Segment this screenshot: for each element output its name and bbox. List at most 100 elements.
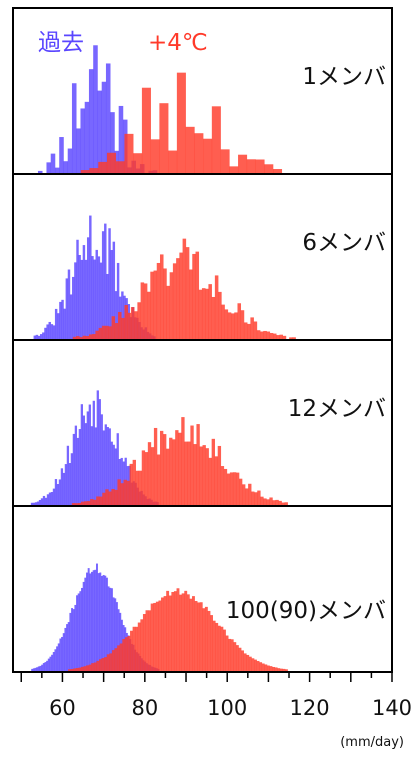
future-bar bbox=[238, 154, 248, 173]
past-bar bbox=[46, 162, 52, 173]
future-bar bbox=[269, 332, 274, 339]
future-bar bbox=[256, 330, 261, 339]
past-bar bbox=[72, 609, 75, 671]
future-bar bbox=[211, 296, 216, 339]
past-bar bbox=[112, 444, 115, 505]
past-bar bbox=[72, 433, 76, 505]
future-bar bbox=[194, 133, 204, 173]
future-bar bbox=[137, 302, 141, 339]
future-bar bbox=[90, 499, 94, 505]
past-bar bbox=[78, 429, 82, 505]
past-bar bbox=[87, 568, 90, 671]
legend-entry-past: 過去 bbox=[38, 30, 84, 56]
x-tick-label: 100 bbox=[207, 696, 247, 720]
future-bar bbox=[122, 639, 126, 671]
future-bar bbox=[246, 654, 250, 671]
past-bar bbox=[40, 498, 44, 505]
future-bar bbox=[256, 661, 260, 671]
future-bar bbox=[119, 643, 123, 671]
future-bar bbox=[73, 668, 77, 671]
past-bar bbox=[104, 575, 107, 671]
past-bar bbox=[76, 595, 79, 671]
future-bar bbox=[141, 87, 151, 173]
future-bar bbox=[108, 326, 112, 339]
future-bar bbox=[215, 622, 219, 671]
future-bar bbox=[272, 666, 275, 671]
future-bar bbox=[145, 610, 149, 671]
past-bar bbox=[84, 577, 87, 671]
future-bar bbox=[204, 606, 208, 671]
panels-group: 1メンバ 6メンバ 12メンバ 100(90)メンバ bbox=[12, 7, 393, 673]
past-bar bbox=[35, 334, 39, 339]
future-bar bbox=[257, 490, 261, 505]
past-bar bbox=[54, 308, 58, 339]
past-bar bbox=[68, 463, 72, 505]
past-bar bbox=[74, 262, 77, 339]
future-bar bbox=[168, 150, 178, 173]
future-bar bbox=[117, 479, 121, 505]
future-bar bbox=[123, 479, 127, 505]
past-bar bbox=[56, 484, 60, 505]
past-bar bbox=[30, 502, 34, 505]
future-bar bbox=[247, 323, 251, 339]
past-bar bbox=[92, 570, 95, 671]
future-bar bbox=[87, 501, 91, 505]
past-bar bbox=[117, 609, 120, 671]
future-bar bbox=[176, 588, 180, 671]
past-bar bbox=[86, 411, 89, 505]
future-bar bbox=[129, 463, 133, 505]
future-bar bbox=[168, 595, 172, 671]
future-bar bbox=[228, 638, 232, 671]
past-bar bbox=[82, 581, 85, 671]
past-bar bbox=[41, 664, 44, 671]
future-bar bbox=[93, 499, 97, 505]
future-bar bbox=[255, 159, 265, 173]
future-bar bbox=[187, 441, 191, 505]
past-bar bbox=[99, 572, 102, 671]
future-bar bbox=[153, 602, 157, 671]
past-bar bbox=[104, 424, 107, 505]
future-bar bbox=[199, 446, 203, 505]
past-bar bbox=[96, 390, 99, 505]
future-bar bbox=[284, 502, 288, 505]
legend: 過去 +4℃ bbox=[38, 30, 208, 56]
future-bar bbox=[85, 336, 90, 339]
future-bar bbox=[172, 439, 176, 505]
past-bar bbox=[74, 425, 78, 505]
future-bar bbox=[163, 596, 167, 671]
future-bar bbox=[163, 434, 167, 505]
future-bar bbox=[278, 500, 282, 505]
future-bar bbox=[251, 658, 255, 671]
future-bar bbox=[196, 424, 200, 505]
future-bar bbox=[132, 459, 136, 505]
future-bar bbox=[190, 425, 194, 505]
past-bar bbox=[80, 404, 83, 505]
future-bar bbox=[161, 597, 164, 671]
past-bar bbox=[94, 569, 97, 671]
future-bar bbox=[147, 291, 151, 339]
past-bar bbox=[106, 273, 109, 339]
future-bar bbox=[226, 473, 231, 505]
future-bar bbox=[201, 288, 206, 339]
past-bar bbox=[48, 321, 51, 339]
panel-1: 1メンバ bbox=[12, 7, 393, 175]
future-bar bbox=[189, 269, 193, 339]
past-bar bbox=[42, 495, 46, 505]
future-bar bbox=[202, 445, 206, 505]
future-bar bbox=[192, 253, 196, 339]
future-bar bbox=[181, 417, 185, 505]
future-bar bbox=[269, 497, 273, 505]
future-bar bbox=[266, 665, 270, 671]
future-bar bbox=[95, 330, 99, 339]
future-bar bbox=[141, 450, 146, 505]
panel-label: 1メンバ bbox=[302, 64, 386, 90]
future-bar bbox=[173, 591, 177, 671]
future-bar bbox=[194, 601, 198, 671]
future-bar bbox=[120, 483, 124, 505]
past-bar bbox=[50, 492, 54, 505]
past-bar bbox=[60, 468, 64, 505]
future-bar bbox=[93, 662, 97, 671]
future-bar bbox=[246, 159, 256, 173]
future-bar bbox=[111, 488, 115, 505]
past-bar bbox=[66, 445, 70, 505]
